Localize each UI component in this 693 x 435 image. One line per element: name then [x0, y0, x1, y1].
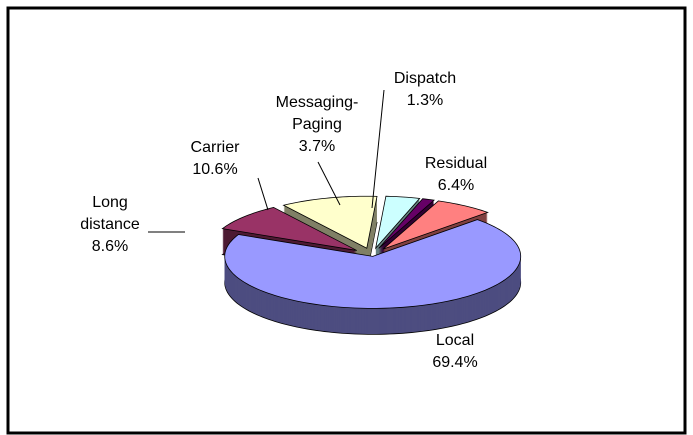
leader-line — [371, 89, 385, 209]
category-line: distance — [80, 216, 140, 233]
category-line: Dispatch — [394, 70, 456, 87]
category-label: Long distance — [80, 194, 140, 233]
value-label: 6.4% — [438, 177, 474, 194]
data-label: Long distance 8.6% — [80, 194, 140, 255]
category-line: Paging — [292, 116, 342, 133]
category-line: Carrier — [191, 139, 241, 156]
data-label: Local 69.4% — [432, 332, 477, 371]
slice — [378, 198, 435, 249]
slice — [224, 219, 522, 309]
data-label: Messaging- Paging 3.7% — [276, 94, 359, 155]
category-label: Messaging- Paging — [276, 94, 359, 133]
category-line: Local — [436, 332, 474, 349]
slice — [382, 200, 489, 250]
slice — [282, 195, 378, 249]
slice — [375, 195, 421, 250]
category-label: Carrier — [191, 139, 241, 156]
leader-line — [257, 177, 269, 211]
category-line: Long — [92, 194, 128, 211]
data-label: Residual 6.4% — [425, 155, 487, 194]
value-label: 1.3% — [407, 92, 443, 109]
value-label: 10.6% — [192, 161, 237, 178]
category-label: Residual — [425, 155, 487, 172]
data-label: Dispatch 1.3% — [394, 70, 456, 109]
pie — [221, 195, 522, 335]
data-label: Carrier 10.6% — [191, 139, 241, 178]
value-label: 8.6% — [92, 238, 128, 255]
slice — [221, 207, 357, 251]
labels: Local 69.4% Long distance 8.6% Carrier 10.6% Me… — [80, 70, 487, 371]
leader-line — [317, 161, 341, 206]
value-label: 3.7% — [299, 138, 335, 155]
category-label: Dispatch — [394, 70, 456, 87]
category-line: Messaging- — [276, 94, 359, 111]
category-line: Residual — [425, 155, 487, 172]
category-label: Local — [436, 332, 474, 349]
value-label: 69.4% — [432, 354, 477, 371]
